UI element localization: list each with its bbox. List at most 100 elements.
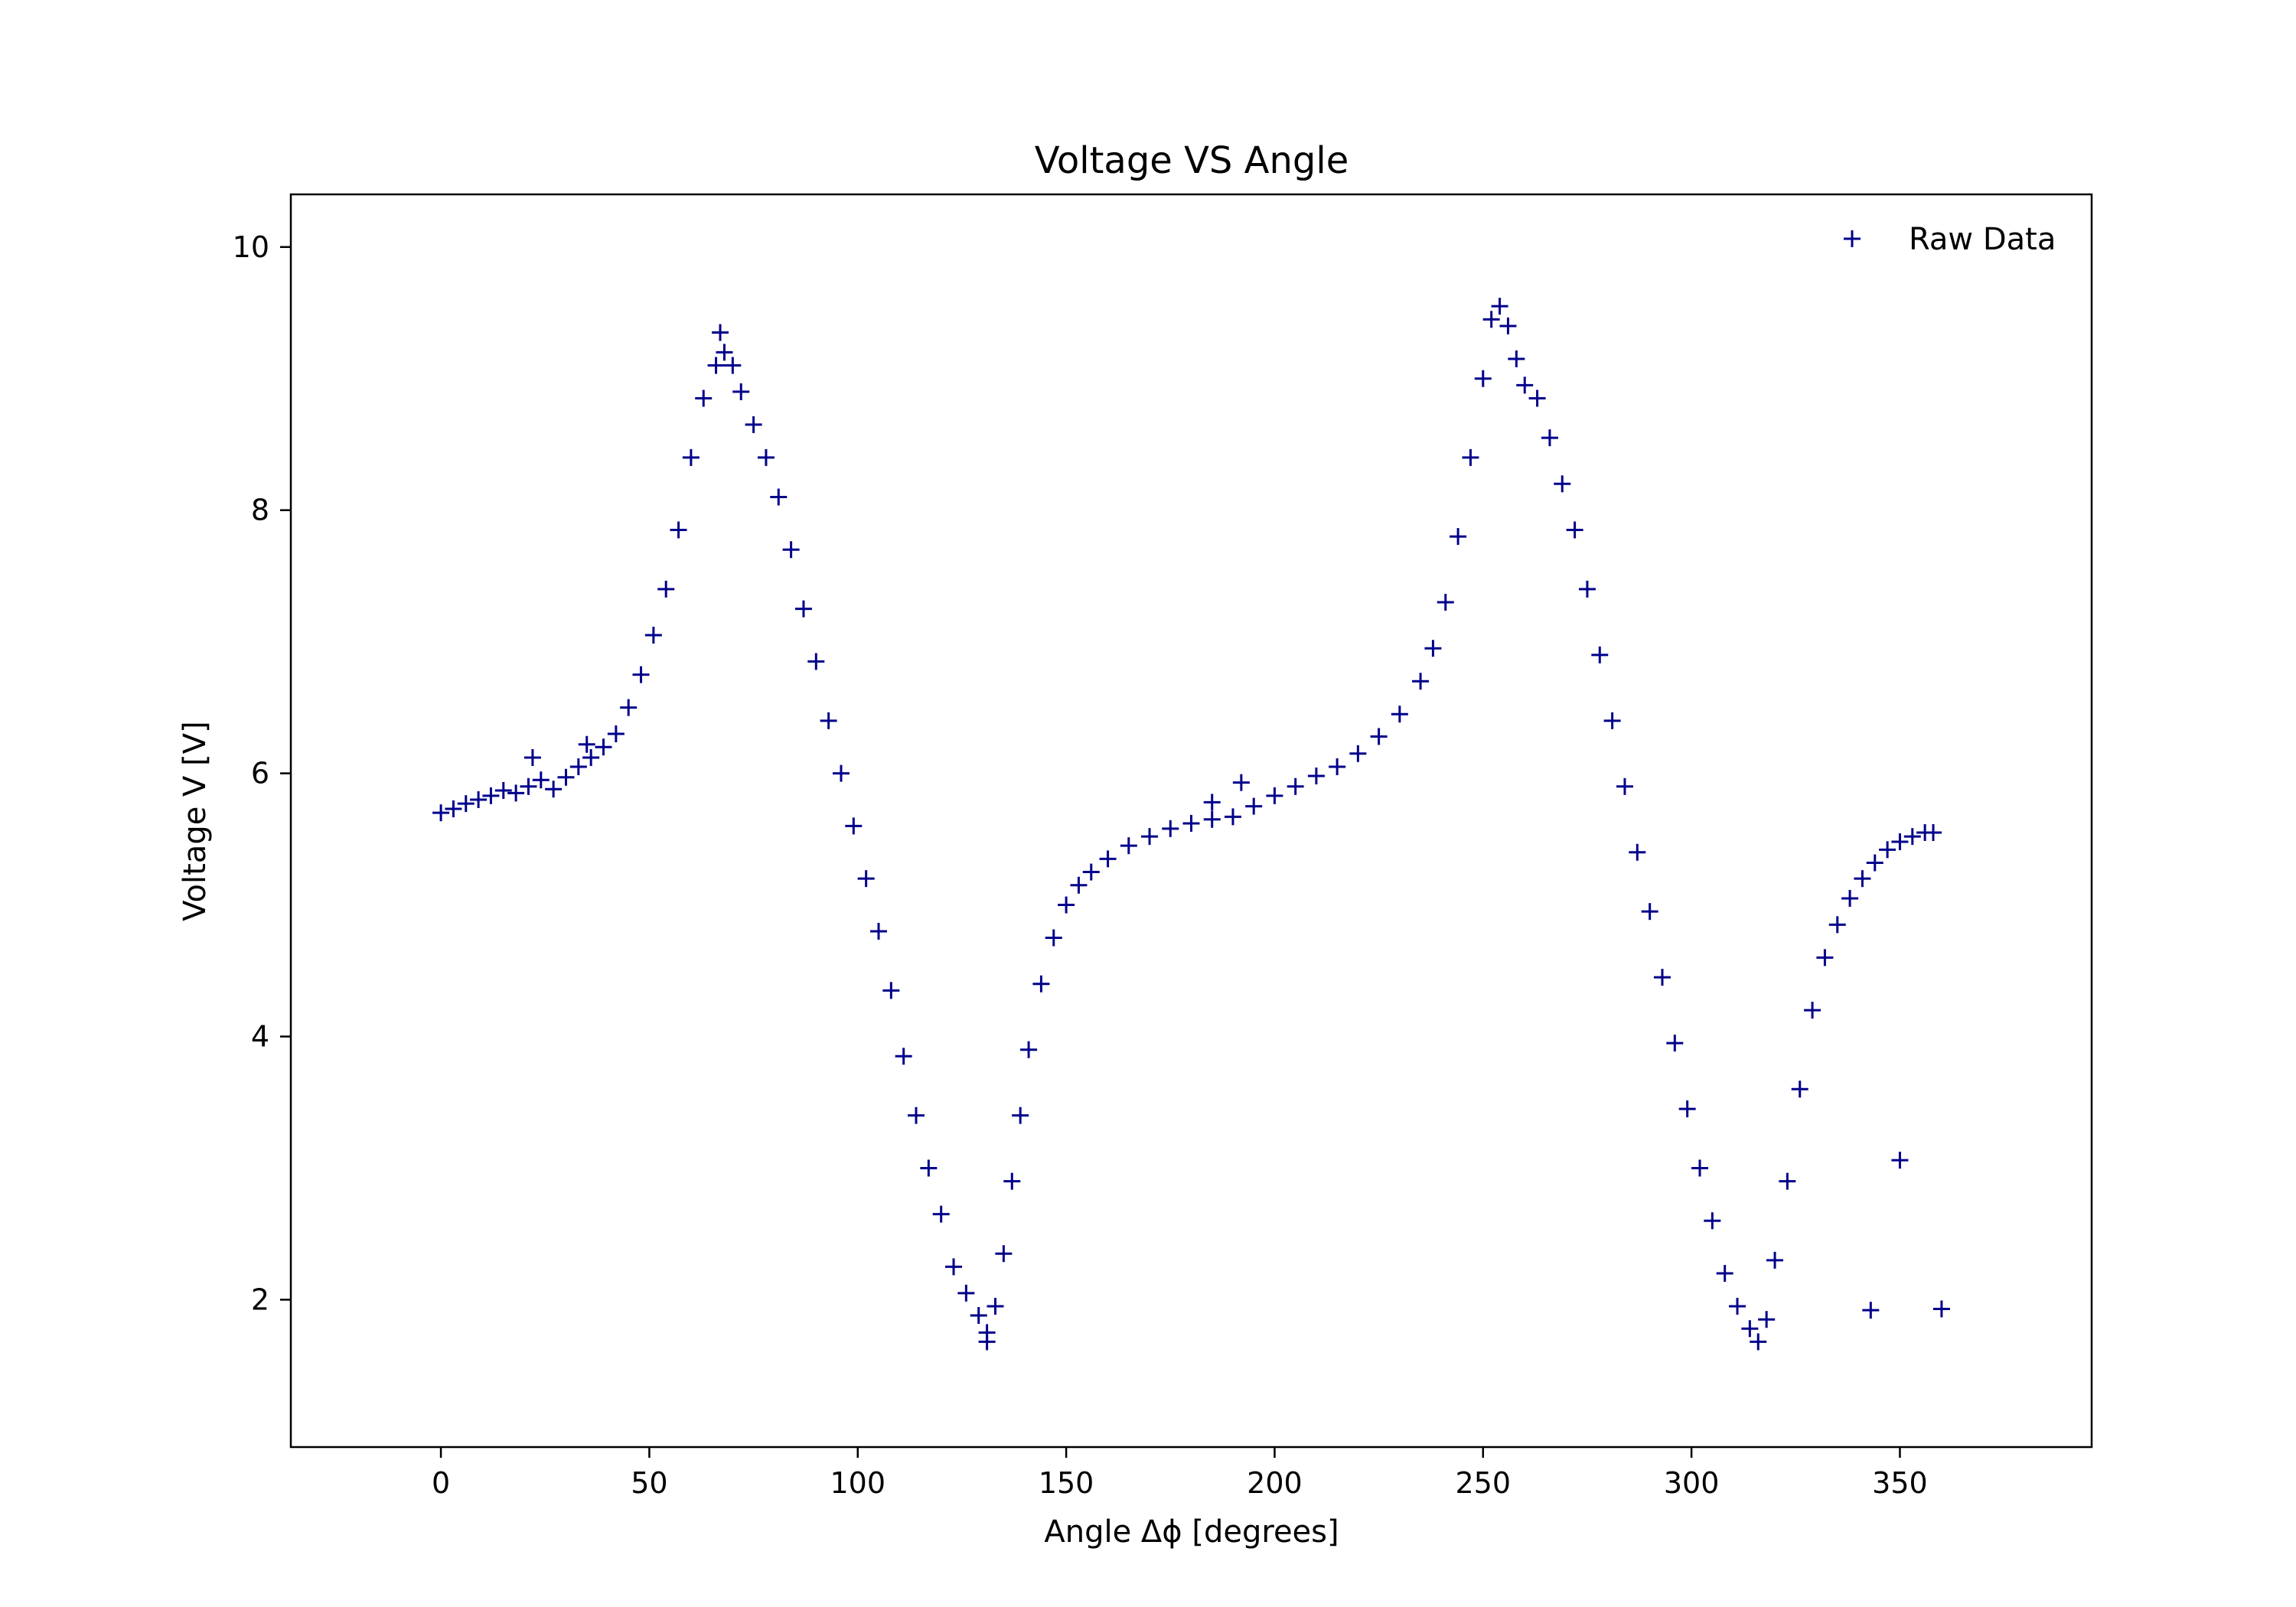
data-point	[1232, 774, 1250, 791]
data-point	[782, 541, 800, 559]
data-point	[1903, 828, 1921, 846]
y-axis-label: Voltage V [V]	[178, 721, 213, 921]
data-point	[682, 448, 700, 466]
data-point	[1020, 1041, 1038, 1058]
data-point	[995, 1245, 1013, 1263]
axes-frame	[289, 193, 2093, 1449]
data-point	[582, 748, 600, 766]
data-point	[857, 870, 875, 888]
x-axis-ticks: 0 50 100 150 200 250 300 350	[432, 1447, 1928, 1500]
y-tick-label: 6	[251, 757, 269, 790]
data-point	[457, 795, 475, 813]
data-point	[1012, 1107, 1029, 1124]
data-point	[1307, 768, 1325, 785]
data-point	[470, 790, 488, 808]
x-tick-label: 150	[1039, 1466, 1094, 1500]
data-point	[1741, 1320, 1759, 1338]
data-point	[482, 787, 500, 804]
data-point	[1450, 528, 1467, 546]
data-point	[1141, 828, 1159, 846]
data-point	[1791, 1081, 1808, 1098]
data-point	[1704, 1212, 1721, 1230]
data-point	[1925, 823, 1942, 841]
data-point	[523, 748, 541, 766]
x-tick-label: 200	[1247, 1466, 1303, 1500]
data-point	[607, 725, 625, 743]
data-point	[1566, 521, 1583, 539]
data-point	[1653, 969, 1671, 986]
data-point	[1437, 594, 1454, 611]
data-point	[1932, 1300, 1950, 1318]
data-point	[1370, 728, 1388, 745]
data-point	[1045, 929, 1062, 947]
legend: Raw Data	[1844, 222, 2056, 257]
y-tick-label: 4	[251, 1020, 269, 1054]
data-point	[1766, 1251, 1784, 1269]
data-point	[832, 764, 850, 782]
data-point	[895, 1048, 912, 1065]
data-point	[712, 324, 729, 341]
data-point	[1508, 350, 1525, 367]
data-point	[1099, 850, 1117, 868]
data-point	[1641, 903, 1658, 921]
data-point	[1162, 820, 1179, 837]
data-point	[957, 1284, 975, 1302]
data-point	[1203, 810, 1221, 828]
data-point	[1879, 841, 1896, 859]
data-point	[732, 383, 750, 400]
data-point	[1758, 1311, 1776, 1328]
data-point	[1629, 843, 1646, 861]
data-point	[1245, 797, 1263, 815]
data-point	[532, 771, 550, 789]
data-point	[978, 1333, 996, 1351]
data-point	[869, 922, 887, 940]
data-point	[1554, 475, 1571, 493]
legend-label-raw-data: Raw Data	[1909, 222, 2056, 257]
data-point	[507, 784, 525, 802]
y-axis-ticks: 2 4 6 8 10	[233, 230, 291, 1316]
x-tick-label: 100	[830, 1466, 885, 1500]
data-point	[920, 1159, 938, 1177]
data-point	[1032, 975, 1050, 993]
data-point	[794, 600, 812, 618]
data-point	[569, 758, 587, 775]
data-point	[1120, 837, 1137, 855]
data-point	[845, 817, 863, 835]
data-point	[882, 982, 900, 999]
x-tick-label: 250	[1456, 1466, 1512, 1500]
data-point	[1828, 916, 1846, 934]
data-point	[1412, 673, 1430, 690]
data-point	[724, 357, 742, 374]
data-point	[1182, 814, 1200, 832]
data-point	[1349, 745, 1367, 762]
data-point	[745, 416, 762, 433]
data-point	[557, 768, 575, 786]
data-point	[445, 800, 462, 818]
data-point	[520, 777, 537, 795]
data-point	[1603, 712, 1621, 729]
data-point	[695, 390, 713, 407]
data-point	[770, 488, 788, 506]
y-tick-label: 10	[233, 230, 269, 264]
data-point	[1482, 311, 1500, 328]
data-point	[970, 1307, 987, 1325]
data-point	[1750, 1333, 1767, 1351]
x-axis-label: Angle Δϕ [degrees]	[1044, 1514, 1339, 1550]
data-point	[494, 781, 512, 799]
data-point	[908, 1107, 925, 1124]
data-point	[1854, 870, 1871, 888]
data-point	[632, 666, 650, 683]
x-tick-label: 350	[1872, 1466, 1928, 1500]
data-point	[820, 712, 837, 729]
plot-area	[432, 298, 1950, 1351]
data-point	[987, 1298, 1004, 1315]
data-point	[1666, 1035, 1684, 1052]
data-point	[432, 804, 450, 822]
data-point	[1003, 1172, 1021, 1190]
data-point	[1891, 1152, 1909, 1169]
data-point	[1491, 298, 1508, 315]
data-point	[1804, 1002, 1821, 1019]
data-point	[1266, 787, 1283, 804]
x-tick-label: 0	[432, 1466, 450, 1500]
